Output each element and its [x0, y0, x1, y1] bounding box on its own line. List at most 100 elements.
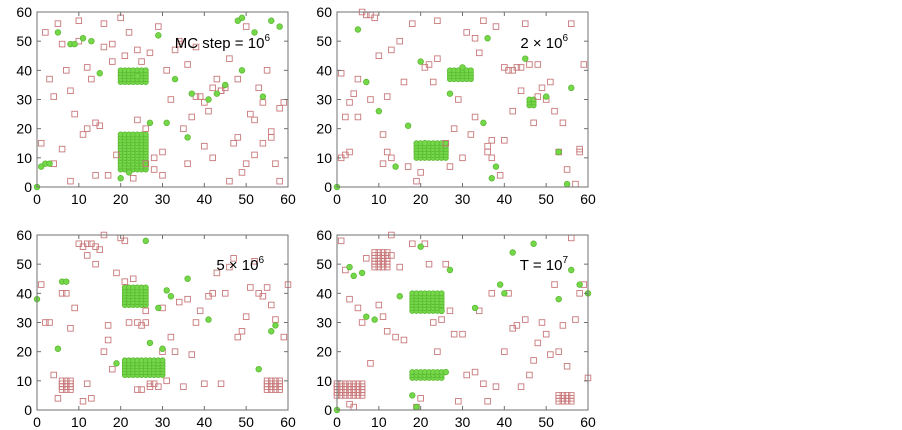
vacancy-point — [471, 368, 479, 376]
atom-point — [484, 35, 491, 42]
vacancy-point — [104, 172, 112, 179]
vacancy-point — [551, 107, 558, 115]
atom-point — [146, 119, 154, 127]
atom-point — [96, 70, 103, 77]
vacancy-point — [354, 304, 362, 312]
vacancy-point — [58, 290, 66, 297]
vacancy-point — [530, 119, 537, 127]
x-tick-label: 30 — [455, 191, 471, 207]
x-tick-label: 0 — [333, 414, 341, 430]
vacancy-point — [67, 87, 74, 94]
vacancy-point — [50, 93, 57, 100]
atom-point — [155, 304, 162, 312]
vacancy-point — [175, 40, 183, 48]
cluster-atom-point — [442, 140, 449, 147]
vacancy-point — [434, 17, 441, 25]
vacancy-point — [526, 61, 533, 68]
x-tick-label: 20 — [113, 414, 129, 430]
vacancy-point — [54, 20, 62, 27]
vacancy-point — [230, 139, 237, 147]
vacancy-point — [484, 148, 491, 156]
y-tick-label: 40 — [316, 62, 332, 78]
vacancy-point — [109, 58, 116, 65]
atom-point — [251, 29, 258, 36]
vacancy-point — [400, 336, 408, 344]
atom-point — [268, 17, 275, 24]
vacancy-point — [247, 110, 254, 118]
vacancy-point — [213, 269, 221, 277]
atom-point — [421, 140, 429, 147]
atom-point — [358, 269, 366, 277]
vacancy-point — [251, 116, 258, 124]
vacancy-point — [226, 263, 233, 271]
y-tick-label: 0 — [24, 402, 32, 418]
atom-point — [268, 328, 275, 335]
vacancy-point — [509, 107, 516, 115]
x-tick-label: 40 — [197, 191, 213, 207]
vacancy-point — [83, 380, 91, 388]
vacancy-point — [71, 110, 78, 118]
vacancy-point — [188, 351, 196, 358]
vacancy-point — [547, 78, 554, 86]
vacancy-point — [471, 35, 479, 42]
vacancy-point — [388, 46, 395, 54]
vacancy-point — [517, 383, 525, 390]
atom-point — [155, 32, 162, 39]
vacancy-point — [438, 316, 445, 323]
vacancy-point — [455, 96, 462, 103]
panel-annotation: MC step = 106 — [175, 33, 271, 52]
vacancy-point — [392, 333, 399, 341]
vacancy-point — [496, 172, 504, 179]
vacancy-point — [459, 154, 466, 162]
atom-point — [188, 90, 195, 97]
x-tick-label: 60 — [280, 414, 296, 430]
y-tick-label: 50 — [316, 33, 332, 49]
vacancy-point — [83, 64, 91, 71]
y-tick-label: 40 — [16, 285, 32, 301]
vacancy-point — [417, 169, 424, 176]
vacancy-point — [425, 260, 433, 268]
vacancy-point — [272, 160, 279, 167]
vacancy-point — [538, 84, 546, 92]
vacancy-point — [155, 383, 162, 390]
vacancy-point — [354, 75, 362, 83]
vacancy-point — [484, 398, 491, 405]
vacancy-point — [67, 177, 74, 185]
x-tick-label: 30 — [455, 414, 471, 430]
atom-point — [79, 35, 87, 42]
vacancy-point — [167, 96, 175, 103]
cluster-vacancy-point — [276, 377, 283, 385]
cluster-atom-point — [438, 290, 445, 297]
x-tick-label: 0 — [333, 191, 341, 207]
vacancy-point — [276, 104, 283, 112]
vacancy-point — [276, 177, 283, 185]
y-tick-label: 30 — [316, 315, 332, 331]
x-tick-label: 10 — [371, 191, 387, 207]
vacancy-point — [242, 313, 250, 320]
atom-point — [375, 107, 383, 115]
atom-point — [371, 316, 378, 323]
panel-annotation: 5 × 106 — [216, 255, 264, 274]
plot-marks — [333, 231, 592, 414]
vacancy-point — [526, 371, 533, 379]
cluster-atom-point — [142, 67, 149, 74]
x-tick-label: 10 — [371, 414, 387, 430]
vacancy-point — [142, 307, 150, 315]
vacancy-point — [104, 322, 112, 329]
x-tick-label: 10 — [71, 191, 87, 207]
vacancy-point — [568, 20, 575, 27]
atom-point — [167, 293, 175, 300]
scatter-plot-5e6: 0 10 20 30 40 50 60 0 10 20 30 40 50 60 5 × 106 — [16, 227, 296, 430]
y-tick-label: 20 — [316, 344, 332, 360]
vacancy-point — [217, 380, 225, 388]
vacancy-point — [192, 93, 200, 100]
vacancy-point — [192, 43, 200, 51]
vacancy-point — [492, 383, 500, 390]
vacancy-point — [417, 395, 424, 402]
vacancy-point — [434, 348, 441, 355]
x-tick-label: 10 — [71, 414, 87, 430]
vacancy-point — [572, 180, 579, 188]
atom-point — [213, 90, 221, 97]
y-tick-label: 50 — [16, 256, 32, 272]
x-tick-label: 50 — [238, 414, 254, 430]
